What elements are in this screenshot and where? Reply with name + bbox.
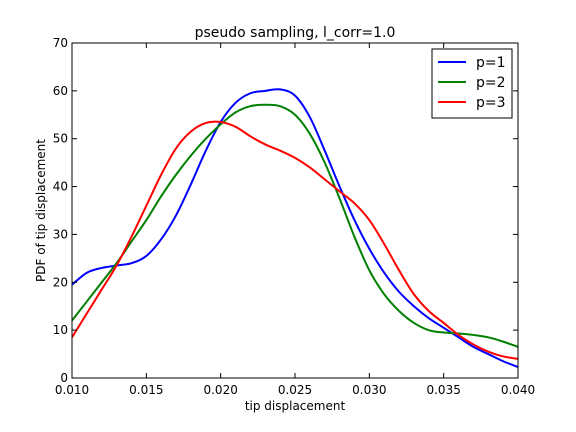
legend: p=1 p=2 p=3 [431,48,513,119]
y-tick-label: 0 [60,371,68,385]
legend-box [431,48,513,119]
series-line-p1 [72,88,518,368]
y-tick-label: 30 [53,227,68,241]
series-line-p2 [72,103,518,348]
y-tick-label: 50 [53,132,68,146]
chart-title: pseudo sampling, l_corr=1.0 [195,25,396,41]
y-tick-label: 40 [53,180,68,194]
x-axis-label: tip displacement [245,399,346,413]
y-tick-label: 60 [53,84,68,98]
x-tick-label: 0.010 [55,383,89,397]
x-tick-label: 0.025 [278,383,312,397]
series-line-p3 [72,120,518,360]
plot-area [72,88,518,368]
y-tick-label: 10 [53,323,68,337]
x-tick-label: 0.015 [129,383,163,397]
legend-label: p=1 [476,55,506,71]
ticks: 0.010 0.015 0.020 0.025 0.030 0.035 0.040 0 10 20… [53,36,535,397]
x-tick-label: 0.030 [352,383,386,397]
y-tick-label: 70 [53,36,68,50]
x-tick-label: 0.020 [203,383,237,397]
x-tick-label: 0.040 [501,383,535,397]
y-tick-label: 20 [53,275,68,289]
legend-label: p=3 [476,95,506,111]
x-tick-label: 0.035 [426,383,460,397]
legend-label: p=2 [476,75,506,91]
y-axis-label: PDF of tip displacement [34,139,48,282]
